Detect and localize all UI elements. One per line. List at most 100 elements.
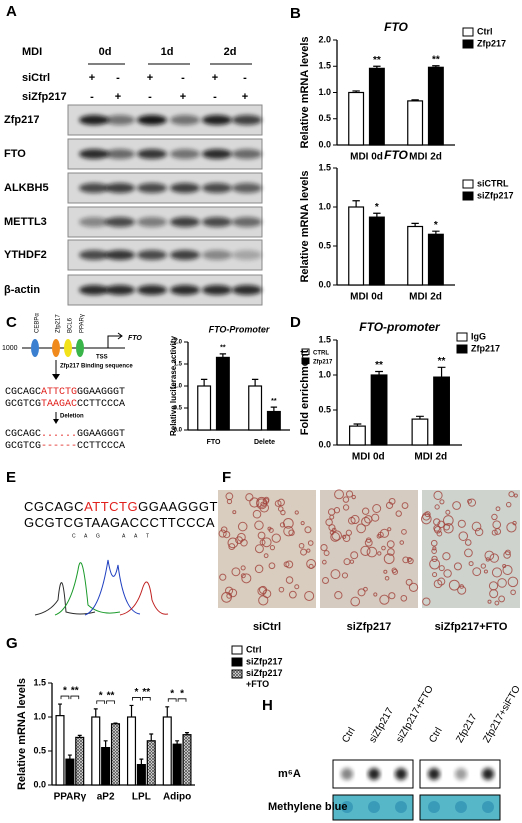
- lipid-droplet: [268, 562, 276, 570]
- error-bar: [270, 406, 278, 412]
- trace: [84, 559, 141, 616]
- lipid-droplet: [350, 551, 359, 560]
- bar: [110, 723, 121, 786]
- legend-label: siCTRL: [477, 178, 509, 188]
- lipid-droplet: [432, 546, 437, 551]
- bar: [427, 66, 444, 146]
- lipid-droplet: [341, 534, 347, 540]
- lipid-droplet: [377, 551, 382, 556]
- y-tick-label: 1.0: [318, 201, 331, 211]
- lipid-droplet: [269, 544, 276, 551]
- lipid-droplet: [257, 531, 266, 540]
- lipid-droplet: [431, 548, 437, 554]
- band: [170, 115, 200, 125]
- band: [137, 250, 167, 260]
- band-label: FTO: [4, 148, 26, 160]
- lipid-droplet: [387, 527, 392, 532]
- lipid-droplet: [443, 523, 454, 534]
- error-bar: [200, 378, 208, 386]
- lipid-droplet: [492, 520, 502, 530]
- lipid-droplet: [322, 576, 330, 584]
- band: [202, 217, 232, 227]
- panel-label: G: [6, 635, 18, 652]
- legend-swatch: [456, 332, 468, 342]
- treatment-label: MDI: [22, 46, 42, 58]
- lipid-droplet: [443, 515, 454, 526]
- significance: **: [142, 687, 150, 698]
- lipid-droplet: [494, 600, 500, 606]
- significance: **: [438, 356, 446, 367]
- lipid-droplet: [448, 579, 460, 591]
- lipid-droplet: [483, 569, 488, 574]
- lane-label: Zfp217+siFTO: [481, 684, 522, 745]
- lipid-droplet: [223, 530, 231, 539]
- band: [105, 115, 135, 125]
- legend-swatch: [462, 27, 474, 37]
- band: [232, 149, 262, 159]
- error-bar: [375, 370, 383, 375]
- y-tick-label: 0.5: [318, 240, 331, 250]
- site: [76, 339, 84, 357]
- band: [79, 149, 109, 159]
- lipid-droplet: [259, 539, 266, 546]
- sign: +: [242, 91, 248, 103]
- sequence: GCGTCGTAAGACCCTTCCCA: [5, 399, 125, 410]
- y-tick-label: 0.5: [33, 745, 46, 755]
- significance: *: [99, 690, 103, 701]
- arrow-head: [52, 374, 60, 380]
- sequence-part: CGCAGC: [5, 387, 41, 398]
- lipid-droplet: [347, 516, 356, 525]
- lipid-droplet: [363, 586, 368, 592]
- sign: +: [212, 72, 218, 84]
- lipid-droplet: [438, 565, 445, 572]
- error-bar: [93, 708, 98, 717]
- band: [202, 183, 232, 193]
- band: [202, 285, 232, 295]
- sequence-part: ......: [41, 429, 77, 440]
- binding-label: Zfp217 Binding sequence: [60, 364, 133, 370]
- error-bar: [165, 706, 170, 717]
- lipid-droplet: [495, 506, 501, 512]
- significance: **: [373, 55, 381, 66]
- band: [79, 285, 109, 295]
- band: [105, 149, 135, 159]
- lipid-droplet: [383, 569, 388, 574]
- y-axis-label: Relative mRNA levels: [16, 678, 28, 790]
- y-tick-label: 1.0: [318, 87, 331, 97]
- legend-swatch: [456, 344, 468, 354]
- lipid-droplet: [294, 584, 300, 590]
- lipid-droplet: [218, 529, 227, 538]
- bar: [407, 100, 424, 146]
- sequence-part: CCTTCCCA: [77, 441, 125, 452]
- lipid-droplet: [277, 498, 285, 507]
- dot: [428, 768, 440, 780]
- y-tick-label: 0.0: [174, 428, 183, 434]
- y-axis-label: Relative mRNA levels: [299, 170, 311, 282]
- error-bar: [129, 704, 134, 717]
- error-bar: [113, 722, 118, 724]
- lipid-droplet: [388, 497, 396, 505]
- trace-base: G: [96, 533, 100, 539]
- band: [202, 250, 232, 260]
- lipid-droplet: [304, 590, 315, 601]
- lipid-droplet: [366, 546, 378, 558]
- legend-label: Zfp217: [313, 360, 333, 366]
- lipid-droplet: [442, 552, 451, 561]
- band: [79, 217, 109, 227]
- lipid-droplet: [453, 562, 462, 571]
- bar: [215, 356, 230, 431]
- sequence-part: CCTTCCCA: [140, 515, 216, 530]
- significance: **: [71, 686, 79, 697]
- lipid-droplet: [464, 539, 472, 546]
- sequencing: CGCAGCATTCTGGGAAGGGTGCGTCGTAAGACCCTTCCCA…: [24, 499, 217, 539]
- error-bar: [58, 703, 62, 716]
- legend-label: siZfp217: [246, 656, 283, 666]
- lipid-droplet: [278, 586, 285, 593]
- image-caption: siZfp217+FTO: [435, 621, 508, 633]
- lipid-droplet: [267, 526, 272, 531]
- trace-bg: [30, 540, 170, 620]
- lipid-droplet: [502, 564, 513, 576]
- row-label: m⁶A: [278, 768, 301, 780]
- error-bar: [149, 733, 154, 741]
